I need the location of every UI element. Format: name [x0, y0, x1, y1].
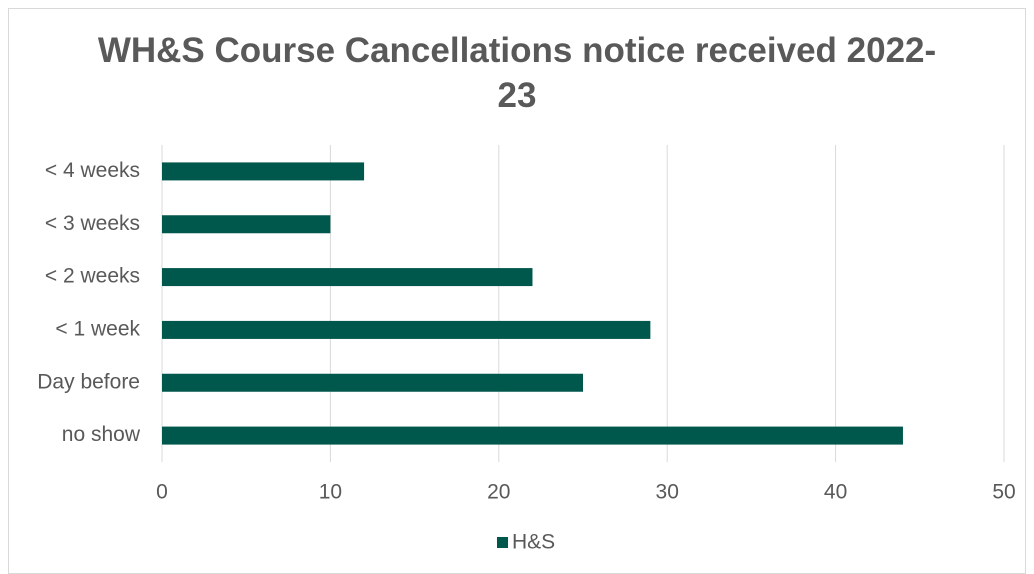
bar — [162, 268, 533, 287]
x-tick-label: 20 — [487, 481, 510, 504]
legend-swatch — [497, 537, 508, 548]
y-tick-label: Day before — [37, 370, 140, 393]
x-tick-label: 10 — [319, 481, 342, 504]
y-tick-label: no show — [62, 423, 141, 446]
x-tick-label: 30 — [656, 481, 679, 504]
chart-title: WH&S Course Cancellations notice receive… — [97, 31, 937, 115]
bar — [162, 373, 583, 392]
bar — [162, 320, 651, 339]
bar — [162, 426, 903, 445]
y-tick-label: < 3 weeks — [45, 212, 140, 235]
bar — [162, 162, 365, 181]
x-tick-label: 40 — [824, 481, 847, 504]
x-tick-label: 0 — [156, 481, 168, 504]
y-tick-label: < 1 week — [55, 317, 140, 340]
bar — [162, 215, 331, 234]
legend-label: H&S — [512, 531, 555, 554]
y-tick-label: < 4 weeks — [45, 159, 140, 182]
x-tick-label: 50 — [992, 481, 1015, 504]
y-tick-label: < 2 weeks — [45, 265, 140, 288]
